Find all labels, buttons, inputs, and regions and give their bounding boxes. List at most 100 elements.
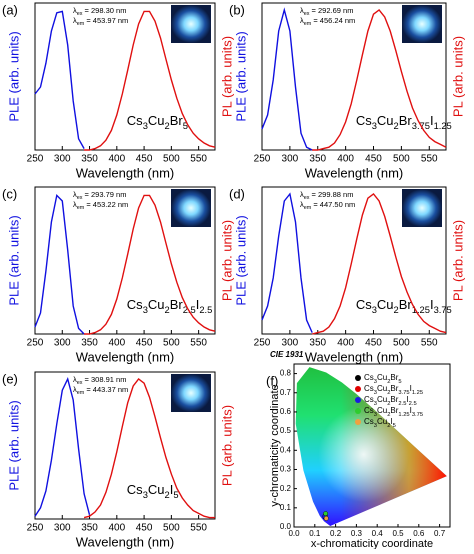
y-axis-label: PLE (arb. units): [233, 215, 248, 305]
y-tick-label: 0.3: [280, 465, 292, 474]
data-point: [323, 515, 329, 521]
x-tick-label: 0.3: [351, 529, 363, 538]
sample-photo: [171, 189, 211, 227]
x-tick-label: 400: [337, 154, 354, 165]
x-tick-label: 500: [393, 154, 410, 165]
spectrum-line: [84, 10, 216, 151]
x-axis-label: Wavelength (nm): [305, 165, 404, 180]
x-axis-label: x-chromaticity coordinate: [311, 538, 433, 549]
compound-label: Cs3Cu2Br2.5I2.5: [127, 297, 213, 315]
compound-label: Cs3Cu2Br5: [127, 113, 188, 131]
x-tick-label: 450: [365, 338, 382, 349]
x-axis-label: Wavelength (nm): [76, 165, 175, 180]
x-tick-label: 350: [81, 523, 98, 534]
annotation: λem = 453.22 nm: [73, 200, 128, 211]
x-tick-label: 350: [309, 338, 326, 349]
x-tick-label: 250: [27, 523, 44, 534]
x-tick-label: 500: [393, 338, 410, 349]
x-tick-label: 250: [27, 338, 44, 349]
spectrum-line: [34, 376, 91, 517]
x-tick-label: 0.1: [309, 529, 321, 538]
plot-frame: [293, 363, 451, 528]
x-tick-label: 450: [365, 154, 382, 165]
x-tick-label: 450: [136, 154, 153, 165]
legend-label: Cs3Cu2Br3.75I1.25: [364, 384, 423, 395]
compound-label: Cs3Cu2Br1.25I3.75: [356, 297, 452, 315]
x-tick-label: 300: [282, 338, 299, 349]
legend-swatch: [355, 408, 361, 414]
y-tick-label: 0.2: [280, 484, 292, 493]
y2-axis-label: PL (arb. units): [450, 36, 465, 117]
x-tick-label: 500: [163, 338, 180, 349]
spectrum-line: [34, 10, 85, 149]
x-tick-label: 0.0: [288, 529, 300, 538]
x-axis-label: Wavelength (nm): [76, 349, 175, 364]
x-tick-label: 250: [27, 154, 44, 165]
sample-photo: [171, 5, 211, 43]
panel-label: (d): [229, 186, 245, 201]
annotation: λem = 443.37 nm: [73, 385, 128, 396]
y-axis-label: PLE (arb. units): [6, 31, 21, 121]
x-tick-label: 450: [136, 523, 153, 534]
panel-label: (e): [2, 371, 18, 386]
chromaticity-gamut: [295, 367, 447, 526]
x-tick-label: 250: [254, 154, 271, 165]
x-tick-label: 550: [190, 338, 207, 349]
y-tick-label: 0.5: [280, 426, 292, 435]
plot-frame: [34, 186, 216, 335]
x-tick-label: 300: [54, 523, 71, 534]
x-tick-label: 550: [421, 154, 438, 165]
x-tick-label: 550: [190, 523, 207, 534]
sample-photo: [402, 5, 442, 43]
sample-photo: [402, 189, 442, 227]
spectrum-line: [84, 194, 216, 335]
legend-swatch: [355, 397, 361, 403]
panel-label: (b): [229, 2, 245, 17]
compound-label: Cs3Cu2I5: [127, 482, 179, 500]
x-tick-label: 400: [337, 338, 354, 349]
annotation: λem = 456.24 nm: [300, 16, 355, 27]
annotation: λex = 293.79 nm: [73, 190, 126, 201]
x-tick-label: 400: [108, 523, 125, 534]
legend-label: Cs3Cu2I5: [364, 417, 396, 428]
legend-label: Cs3Cu2Br1.25I3.75: [364, 406, 423, 417]
spectrum-line: [261, 192, 313, 333]
y2-axis-label: PL (arb. units): [219, 220, 234, 301]
panel-label: (a): [2, 2, 18, 17]
legend-swatch: [355, 419, 361, 425]
data-point: [323, 511, 329, 516]
legend-swatch: [355, 375, 361, 381]
x-tick-label: 350: [81, 154, 98, 165]
x-tick-label: 0.7: [434, 529, 446, 538]
x-tick-label: 550: [190, 154, 207, 165]
sample-photo: [171, 374, 211, 412]
legend-label: Cs3Cu2Br5: [364, 373, 402, 384]
annotation: λem = 447.50 nm: [300, 200, 355, 211]
y2-axis-label: PL (arb. units): [219, 36, 234, 117]
x-tick-label: 500: [163, 523, 180, 534]
spectrum-line: [34, 193, 85, 335]
plot-frame: [34, 371, 216, 520]
x-tick-label: 350: [81, 338, 98, 349]
spectrum-line: [261, 7, 313, 151]
x-tick-label: 300: [282, 154, 299, 165]
annotation: λex = 299.88 nm: [300, 190, 353, 201]
spectrum-line: [312, 193, 447, 335]
x-tick-label: 300: [54, 154, 71, 165]
y-tick-label: 0.7: [280, 388, 292, 397]
x-tick-label: 0.4: [372, 529, 384, 538]
chart-title: CIE 1931: [270, 350, 304, 359]
spectrum-line: [83, 378, 215, 519]
plot-frame: [261, 186, 447, 335]
panel-label: (f): [266, 373, 278, 388]
x-tick-label: 550: [421, 338, 438, 349]
x-tick-label: 300: [54, 338, 71, 349]
y-axis-label: PLE (arb. units): [6, 215, 21, 305]
legend-label: Cs3Cu2Br2.5I2.5: [364, 395, 417, 406]
x-tick-label: 500: [163, 154, 180, 165]
y2-axis-label: PL (arb. units): [450, 220, 465, 301]
x-tick-label: 0.2: [330, 529, 342, 538]
y-tick-label: 0.8: [280, 369, 292, 378]
y-axis-label: y-chromaticity coordinate: [269, 384, 281, 506]
